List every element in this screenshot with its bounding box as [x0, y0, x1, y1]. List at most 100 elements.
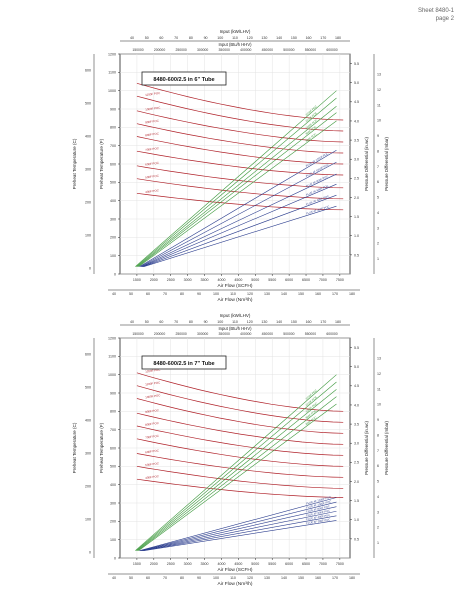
- left-axis-f-tick: 400: [110, 199, 116, 203]
- top-axis-btu-tick: 250000: [175, 332, 186, 336]
- top-axis-kw-tick: 90: [204, 36, 208, 40]
- bottom-axis-nm3-tick: 170: [332, 292, 338, 296]
- top-axis-kw-tick: 120: [247, 320, 253, 324]
- pressure-line: [143, 520, 337, 551]
- bottom-axis-scfh-tick: 3000: [184, 278, 192, 282]
- pressure-line-label: FLUE 4F 1000F POC: [306, 499, 332, 509]
- pressure-line-label: FLUE 4F 400F POC: [306, 513, 331, 521]
- top-axis-kw-tick: 170: [320, 36, 326, 40]
- pressure-line-label: 900F POC: [305, 409, 318, 420]
- right-axis-mbar-label: Pressure Differential (mbar): [384, 137, 389, 191]
- top-axis-kw-tick: 60: [159, 36, 163, 40]
- top-axis-btu-tick: 150000: [132, 332, 143, 336]
- pressure-line: [140, 501, 337, 551]
- temp-curve-label: 400F POC: [145, 188, 159, 194]
- bottom-axis-scfh-tick: 3500: [201, 278, 209, 282]
- temp-curve: [136, 398, 344, 434]
- right-axis-inwc-tick: 5.0: [354, 365, 359, 369]
- temp-curve: [136, 412, 344, 445]
- bottom-axis-nm3-tick: 110: [230, 576, 236, 580]
- right-axis-mbar-tick: 7: [377, 449, 379, 453]
- right-axis-inwc-tick: 3.0: [354, 442, 359, 446]
- chart-7in-tube-svg: 40 50 60 70 80 90 100 110 120 130 140 150 160 170 180I…: [72, 313, 389, 587]
- temp-curve-label: 500F POC: [145, 461, 159, 467]
- top-axis-btu-tick: 250000: [175, 48, 186, 52]
- top-axis-kw-label: Input (kW/LHV): [220, 313, 251, 318]
- pressure-line: [135, 374, 337, 551]
- left-axis-f-tick: 1200: [108, 336, 116, 340]
- left-axis-f-tick: 700: [110, 144, 116, 148]
- top-axis-btu-tick: 550000: [305, 332, 316, 336]
- pressure-line: [135, 381, 337, 551]
- temp-curve: [136, 82, 344, 121]
- bottom-axis-scfh-label: Air Flow (SCFH): [218, 567, 253, 573]
- left-axis-c-label: Preheat Temperature (C): [72, 422, 77, 473]
- right-axis-mbar-tick: 7: [377, 165, 379, 169]
- right-axis-mbar-tick: 1: [377, 541, 379, 545]
- top-axis-kw-tick: 140: [276, 320, 282, 324]
- left-axis-f-tick: 0: [114, 556, 116, 560]
- bottom-axis-nm3-tick: 140: [281, 292, 287, 296]
- right-axis-inwc-tick: 0.5: [354, 537, 359, 541]
- bottom-axis-scfh-tick: 5500: [268, 562, 276, 566]
- temp-curve: [136, 453, 344, 478]
- right-axis-mbar-tick: 5: [377, 196, 379, 200]
- bottom-axis-scfh-tick: 4000: [217, 562, 225, 566]
- top-axis-kw-tick: 130: [261, 36, 267, 40]
- pressure-line-label: FLUE 4F 200F POC: [306, 517, 331, 525]
- top-axis-kw-tick: 120: [247, 36, 253, 40]
- top-axis-btu-tick: 200000: [154, 48, 165, 52]
- left-axis-f-tick: 0: [114, 272, 116, 276]
- left-axis-c-tick: 600: [85, 353, 91, 357]
- bottom-axis-nm3-tick: 80: [180, 292, 184, 296]
- bottom-axis-scfh-tick: 4500: [234, 278, 242, 282]
- top-axis-btu-label: Input (Btu/h HHV): [218, 42, 252, 47]
- temp-curve-label: 900F POC: [145, 119, 159, 125]
- right-axis-inwc-tick: 3.0: [354, 158, 359, 162]
- temp-curve: [136, 425, 344, 456]
- bottom-axis-nm3-tick: 50: [129, 576, 133, 580]
- bottom-axis-nm3-tick: 40: [112, 576, 116, 580]
- bottom-axis-scfh-tick: 5500: [268, 278, 276, 282]
- top-axis-kw-tick: 40: [130, 36, 134, 40]
- left-axis-f-tick: 1100: [108, 71, 116, 75]
- temp-curve: [136, 165, 344, 189]
- right-axis-mbar-tick: 13: [377, 357, 381, 361]
- temp-curve: [136, 150, 344, 176]
- right-axis-inwc-tick: 1.0: [354, 518, 359, 522]
- right-axis-mbar-tick: 2: [377, 242, 379, 246]
- right-axis-inwc-tick: 4.0: [354, 403, 359, 407]
- pressure-line-label: 800F POC: [305, 132, 318, 143]
- top-axis-kw-tick: 150: [291, 36, 297, 40]
- right-axis-mbar-tick: 10: [377, 403, 381, 407]
- right-axis-mbar-tick: 8: [377, 433, 379, 437]
- left-axis-f-tick: 600: [110, 446, 116, 450]
- bottom-axis-scfh-tick: 2500: [167, 278, 175, 282]
- pressure-line-label: 900F POC: [305, 125, 318, 136]
- right-axis-mbar-tick: 12: [377, 372, 381, 376]
- bottom-axis-scfh-tick: 3500: [201, 562, 209, 566]
- bottom-axis-nm3-tick: 90: [197, 292, 201, 296]
- right-axis-inwc-tick: 5.5: [354, 62, 359, 66]
- bottom-axis-nm3-tick: 170: [332, 576, 338, 580]
- top-axis-kw-tick: 180: [335, 36, 341, 40]
- temp-curve-label: 600F POC: [145, 448, 159, 454]
- top-axis-kw-tick: 40: [130, 320, 134, 324]
- pressure-line: [135, 90, 337, 267]
- bottom-axis-nm3-tick: 110: [230, 292, 236, 296]
- left-axis-f-tick: 200: [110, 520, 116, 524]
- temp-curve: [136, 478, 344, 498]
- top-axis-kw-tick: 150: [291, 320, 297, 324]
- right-axis-inwc-tick: 4.0: [354, 119, 359, 123]
- bottom-axis-nm3-tick: 60: [146, 292, 150, 296]
- right-axis-inwc-tick: 5.5: [354, 346, 359, 350]
- bottom-axis-scfh-tick: 6000: [285, 278, 293, 282]
- right-axis-inwc-tick: 0.5: [354, 253, 359, 257]
- pressure-line: [139, 149, 337, 267]
- right-axis-inwc-tick: 3.5: [354, 422, 359, 426]
- bottom-axis-nm3-tick: 60: [146, 576, 150, 580]
- top-axis-btu-tick: 350000: [219, 48, 230, 52]
- bottom-axis-scfh-tick: 5000: [251, 562, 259, 566]
- left-axis-c-tick: 300: [85, 168, 91, 172]
- top-axis-kw-tick: 70: [174, 36, 178, 40]
